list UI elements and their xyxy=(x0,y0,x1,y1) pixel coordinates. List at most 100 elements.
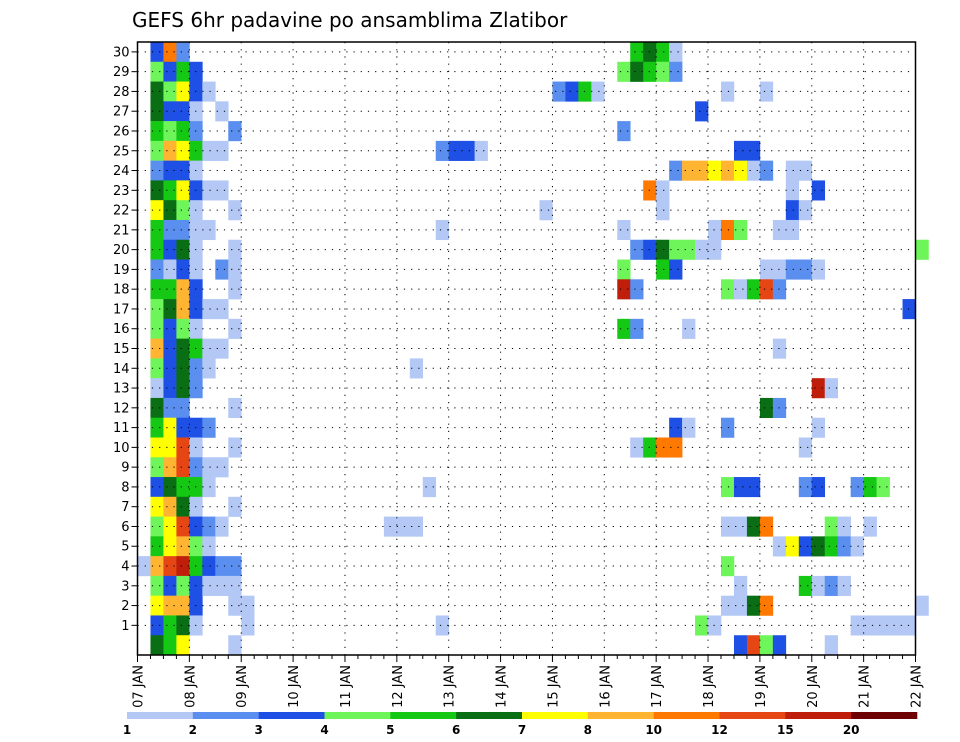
x-tick-label: 14 JAN xyxy=(495,665,510,708)
heatmap-cell xyxy=(850,536,864,557)
y-tick-label: 2 xyxy=(121,599,129,614)
heatmap-cell xyxy=(721,595,735,616)
heatmap-cell xyxy=(137,556,151,577)
heatmap-cell xyxy=(409,516,424,537)
x-tick-label: 16 JAN xyxy=(598,665,613,708)
y-tick-label: 10 xyxy=(113,441,130,456)
heatmap-cell xyxy=(163,140,177,161)
legend-swatch xyxy=(324,712,391,719)
heatmap-cell xyxy=(150,81,164,102)
heatmap-cell xyxy=(163,397,177,419)
heatmap-cell xyxy=(785,160,800,181)
heatmap-cell xyxy=(669,61,683,82)
y-tick-label: 24 xyxy=(113,164,130,179)
heatmap-cell xyxy=(733,516,748,537)
heatmap-cell xyxy=(163,595,177,616)
heatmap-cell xyxy=(228,318,242,339)
heatmap-cell xyxy=(150,42,164,63)
heatmap-cell xyxy=(202,219,216,241)
legend-swatch xyxy=(851,712,918,719)
heatmap-cell xyxy=(721,417,735,438)
heatmap-cell xyxy=(772,635,787,656)
heatmap-cell xyxy=(202,536,216,557)
heatmap-cell xyxy=(617,121,631,142)
heatmap-cell xyxy=(409,358,424,379)
heatmap-cell xyxy=(202,338,216,359)
heatmap-cell xyxy=(591,81,605,102)
y-tick-label: 11 xyxy=(113,421,130,436)
y-tick-label: 19 xyxy=(113,263,130,278)
heatmap-cell xyxy=(798,536,813,557)
heatmap-cell xyxy=(150,457,164,478)
heatmap-cell xyxy=(163,180,177,201)
heatmap-cell xyxy=(163,437,177,458)
legend-swatch xyxy=(127,712,194,719)
y-tick-label: 14 xyxy=(113,362,130,377)
legend-swatch xyxy=(522,712,589,719)
heatmap-cell xyxy=(150,378,164,399)
chart-title: GEFS 6hr padavine po ansamblima Zlatibor xyxy=(132,8,568,32)
heatmap-cell xyxy=(150,477,164,498)
heatmap-cell xyxy=(669,417,683,438)
y-tick-label: 20 xyxy=(113,243,130,258)
y-tick-label: 17 xyxy=(113,302,130,317)
heatmap-cell xyxy=(669,42,683,63)
heatmap-cell xyxy=(176,417,190,438)
heatmap-cell xyxy=(176,556,190,577)
heatmap-cell xyxy=(202,358,216,379)
heatmap-cell xyxy=(746,635,761,656)
heatmap-cell xyxy=(656,259,670,280)
heatmap-cell xyxy=(176,200,190,221)
heatmap-cell xyxy=(150,575,164,596)
y-tick-label: 21 xyxy=(113,223,130,238)
y-tick-label: 22 xyxy=(113,204,130,219)
heatmap-cell xyxy=(150,397,164,419)
heatmap-cell xyxy=(150,556,164,577)
heatmap-cell xyxy=(669,437,683,458)
heatmap-cell xyxy=(539,200,553,221)
legend-label: 5 xyxy=(386,723,394,737)
heatmap-cell xyxy=(202,477,216,498)
heatmap-cell xyxy=(617,61,631,82)
heatmap-cell xyxy=(630,239,644,260)
heatmap-cell xyxy=(150,121,164,142)
x-tick-label: 10 JAN xyxy=(287,665,302,708)
x-tick-label: 21 JAN xyxy=(858,665,873,708)
grid-lines xyxy=(137,42,916,655)
heatmap-cell xyxy=(682,417,696,438)
heatmap-cell xyxy=(176,180,190,201)
heatmap-cell xyxy=(163,259,177,280)
heatmap-cell xyxy=(228,635,242,656)
y-tick-label: 13 xyxy=(113,382,130,397)
heatmap-cell xyxy=(733,635,748,656)
heatmap-cell xyxy=(176,61,190,82)
heatmap-cell xyxy=(150,358,164,379)
x-tick-label: 09 JAN xyxy=(235,665,250,708)
heatmap-cells xyxy=(137,42,929,656)
heatmap-cell xyxy=(837,536,851,557)
heatmap-cell xyxy=(150,279,164,300)
heatmap-cell xyxy=(565,81,579,102)
heatmap-cell xyxy=(902,299,916,320)
heatmap-cell xyxy=(863,615,877,636)
legend-label: 10 xyxy=(645,723,662,737)
color-legend: 1 2 3 4 5 6 7 8 10 12 15 20 xyxy=(123,712,918,737)
heatmap-cell xyxy=(733,477,748,498)
y-tick-label: 1 xyxy=(121,619,129,634)
heatmap-cell xyxy=(656,42,670,63)
y-tick-label: 26 xyxy=(113,124,130,139)
heatmap-cell xyxy=(176,259,190,280)
heatmap-cell xyxy=(163,615,177,636)
x-tick-label: 11 JAN xyxy=(339,665,354,708)
heatmap-cell xyxy=(721,279,735,300)
heatmap-cell xyxy=(617,219,631,241)
heatmap-cell xyxy=(824,516,838,537)
y-tick-label: 28 xyxy=(113,85,130,100)
y-tick-label: 8 xyxy=(121,480,129,495)
heatmap-cell xyxy=(811,180,826,201)
heatmap-cell xyxy=(163,219,177,241)
heatmap-cell xyxy=(202,575,216,596)
heatmap-cell xyxy=(617,259,631,280)
x-tick-label: 07 JAN xyxy=(132,665,147,708)
x-tick-label: 13 JAN xyxy=(443,665,458,708)
